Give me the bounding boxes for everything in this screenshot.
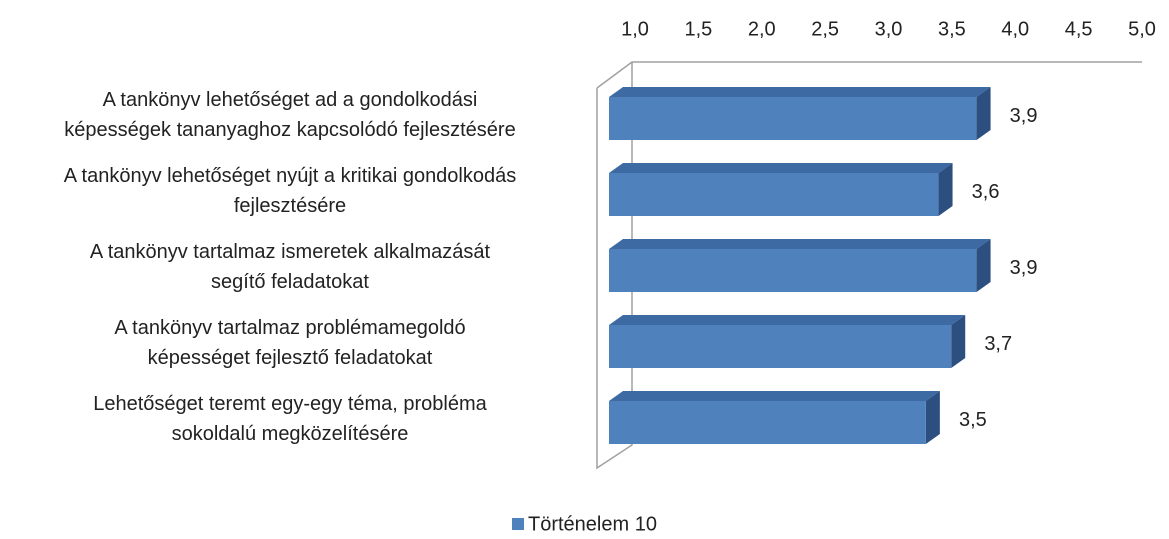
bar-top <box>609 87 991 97</box>
data-label: 3,6 <box>972 181 1000 203</box>
data-label: 3,9 <box>1010 105 1038 127</box>
data-label: 3,7 <box>984 333 1012 355</box>
x-tick-label: 1,5 <box>684 18 712 40</box>
bar-side <box>925 391 940 444</box>
bar-top <box>609 239 991 249</box>
legend-swatch <box>512 518 524 530</box>
x-tick-label: 5,0 <box>1128 18 1156 40</box>
data-label: 3,9 <box>1010 257 1038 279</box>
x-tick-label: 2,5 <box>811 18 839 40</box>
bar-side <box>938 163 953 216</box>
x-tick-label: 2,0 <box>748 18 776 40</box>
data-label: 3,5 <box>959 409 987 431</box>
y-tick-label: Lehetőséget teremt egy-egy téma, problém… <box>93 392 487 445</box>
x-tick-label: 1,0 <box>621 18 649 40</box>
bar-top <box>609 315 966 325</box>
bar-side <box>976 239 991 292</box>
y-tick-label: A tankönyv lehetőséget nyújt a kritikai … <box>63 164 517 217</box>
bar <box>609 173 939 216</box>
bar-side <box>951 315 966 368</box>
bar <box>609 97 977 140</box>
x-tick-label: 3,0 <box>875 18 903 40</box>
bar <box>609 249 977 292</box>
bar-top <box>609 391 940 401</box>
x-tick-label: 4,5 <box>1065 18 1093 40</box>
bar-top <box>609 163 953 173</box>
y-tick-label: A tankönyv tartalmaz problémamegoldó kép… <box>114 316 466 369</box>
x-tick-label: 4,0 <box>1001 18 1029 40</box>
bar <box>609 325 952 368</box>
bar <box>609 401 926 444</box>
plot-frame-top <box>596 61 1142 89</box>
y-tick-label: A tankönyv tartalmaz ismeretek alkalmazá… <box>89 240 491 293</box>
bar-side <box>976 87 991 140</box>
y-tick-label: A tankönyv lehetőséget ad a gondolkodási… <box>64 88 516 141</box>
legend-label: Történelem 10 <box>528 513 657 535</box>
x-tick-label: 3,5 <box>938 18 966 40</box>
